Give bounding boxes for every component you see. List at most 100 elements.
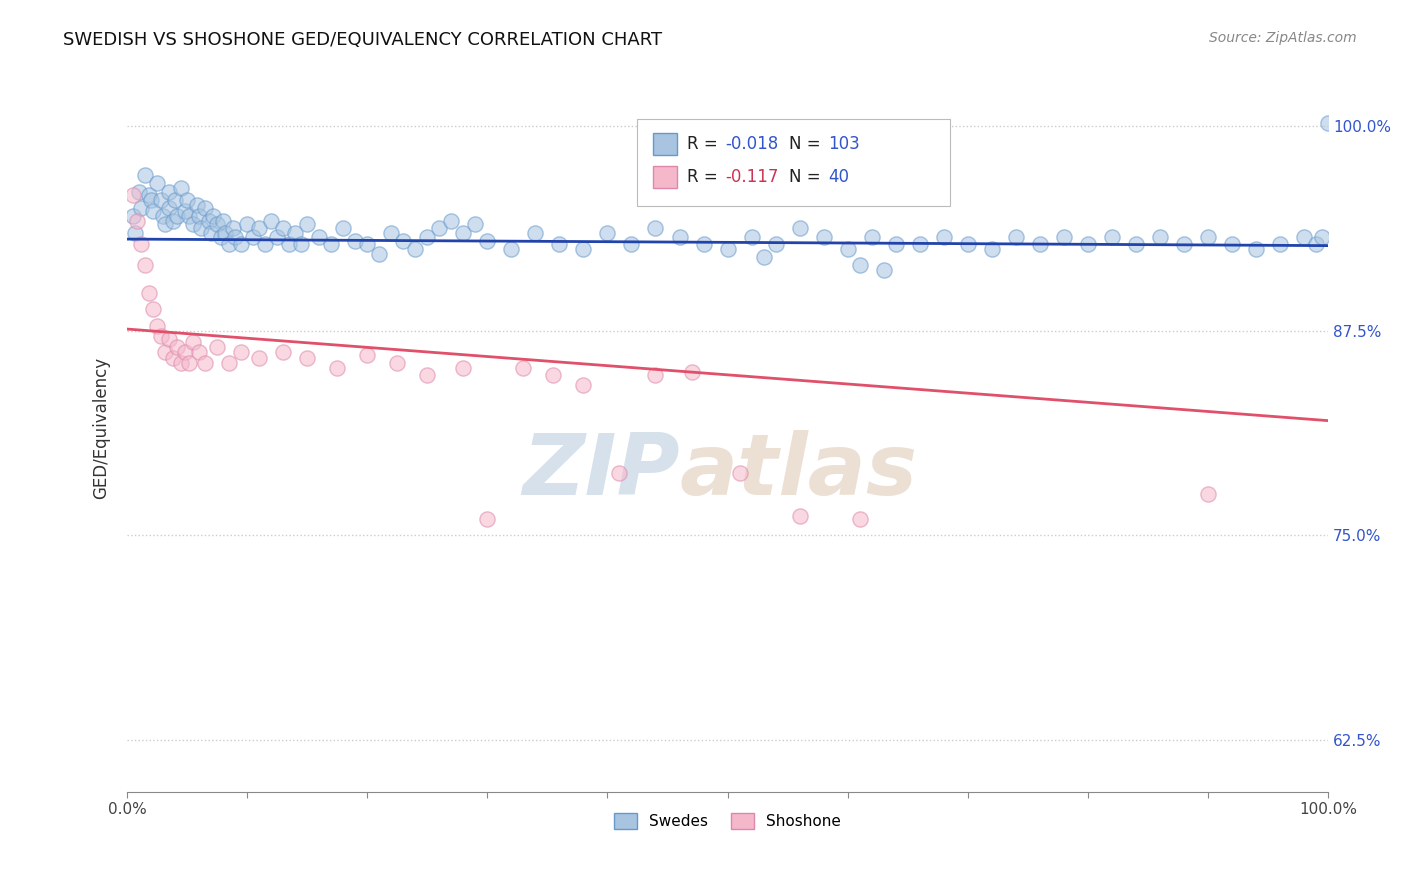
Bar xyxy=(654,133,678,155)
Point xyxy=(124,226,146,240)
Point xyxy=(173,204,195,219)
Point xyxy=(668,230,690,244)
Text: R =: R = xyxy=(686,168,723,186)
Point xyxy=(453,226,475,240)
Point xyxy=(326,361,349,376)
Point xyxy=(1244,242,1267,256)
Point xyxy=(813,230,835,244)
Point xyxy=(224,230,246,244)
Text: 103: 103 xyxy=(828,135,860,153)
Point xyxy=(146,318,169,333)
Point xyxy=(271,345,294,359)
Point xyxy=(170,181,193,195)
Point xyxy=(1029,237,1052,252)
Point xyxy=(387,356,409,370)
Point xyxy=(980,242,1002,256)
Point xyxy=(1317,116,1340,130)
Point xyxy=(295,218,318,232)
Point xyxy=(1220,237,1243,252)
Point xyxy=(1149,230,1171,244)
Point xyxy=(1294,230,1316,244)
Point xyxy=(477,234,499,248)
Point xyxy=(205,218,228,232)
Point xyxy=(512,361,534,376)
Point xyxy=(1268,237,1291,252)
Point xyxy=(572,242,595,256)
Point xyxy=(644,220,666,235)
Point xyxy=(416,368,439,382)
Point xyxy=(1310,230,1333,244)
Text: ZIP: ZIP xyxy=(522,430,679,513)
Point xyxy=(266,230,288,244)
Point xyxy=(440,214,463,228)
FancyBboxPatch shape xyxy=(637,119,950,206)
Point xyxy=(131,237,153,252)
Point xyxy=(125,214,148,228)
Point xyxy=(295,351,318,366)
Point xyxy=(789,508,811,523)
Point xyxy=(501,242,523,256)
Text: Source: ZipAtlas.com: Source: ZipAtlas.com xyxy=(1209,31,1357,45)
Point xyxy=(716,242,738,256)
Point xyxy=(157,201,180,215)
Point xyxy=(146,177,169,191)
Point xyxy=(138,286,160,301)
Point xyxy=(392,234,415,248)
Point xyxy=(190,220,212,235)
Point xyxy=(131,201,153,215)
Text: N =: N = xyxy=(789,168,825,186)
Point xyxy=(728,466,751,480)
Point xyxy=(908,237,931,252)
Point xyxy=(873,263,896,277)
Point xyxy=(681,365,703,379)
Point xyxy=(229,237,252,252)
Point xyxy=(170,356,193,370)
Point xyxy=(321,237,343,252)
Point xyxy=(155,218,177,232)
Point xyxy=(163,193,186,207)
Point xyxy=(932,230,955,244)
Point xyxy=(254,237,277,252)
Point xyxy=(271,220,294,235)
Point xyxy=(236,218,259,232)
Text: SWEDISH VS SHOSHONE GED/EQUIVALENCY CORRELATION CHART: SWEDISH VS SHOSHONE GED/EQUIVALENCY CORR… xyxy=(63,31,662,49)
Point xyxy=(1101,230,1123,244)
Point xyxy=(188,345,211,359)
Point xyxy=(356,237,378,252)
Point xyxy=(212,214,235,228)
Point xyxy=(176,193,198,207)
Point xyxy=(197,214,219,228)
Point xyxy=(464,218,486,232)
Point xyxy=(1173,237,1195,252)
Point xyxy=(122,188,145,202)
Point xyxy=(194,356,217,370)
Point xyxy=(155,345,177,359)
Point xyxy=(194,201,217,215)
Point xyxy=(157,185,180,199)
Point xyxy=(1005,230,1028,244)
Point xyxy=(205,340,228,354)
Point xyxy=(166,209,188,223)
Point xyxy=(1053,230,1076,244)
Text: N =: N = xyxy=(789,135,825,153)
Point xyxy=(179,209,201,223)
Point xyxy=(218,237,240,252)
Point xyxy=(308,230,330,244)
Point xyxy=(278,237,301,252)
Point xyxy=(368,247,391,261)
Point xyxy=(416,230,439,244)
Point xyxy=(427,220,450,235)
Point xyxy=(247,220,270,235)
Point xyxy=(142,204,165,219)
Point xyxy=(596,226,619,240)
Point xyxy=(149,328,172,343)
Point xyxy=(332,220,354,235)
Point xyxy=(524,226,547,240)
Point xyxy=(202,209,225,223)
Point xyxy=(214,226,236,240)
Point xyxy=(848,258,870,272)
Point xyxy=(548,237,571,252)
Point xyxy=(149,193,172,207)
Point xyxy=(166,340,188,354)
Point xyxy=(290,237,312,252)
